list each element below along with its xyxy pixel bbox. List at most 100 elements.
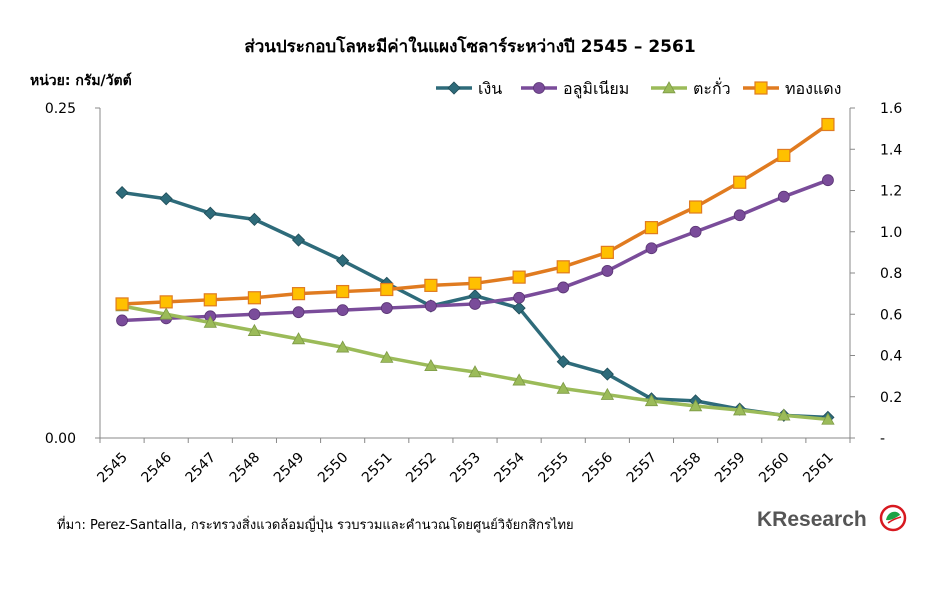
data-point <box>601 265 614 277</box>
data-point <box>424 278 438 292</box>
brand-name: KResearch <box>757 508 867 531</box>
data-point <box>291 287 306 301</box>
data-point <box>336 284 350 299</box>
data-point <box>380 302 393 314</box>
x-tick-label: 2548 <box>227 450 264 487</box>
data-point <box>247 323 262 336</box>
data-point <box>336 304 349 317</box>
data-point <box>203 315 217 328</box>
right-tick-label: 0.8 <box>880 266 902 282</box>
x-tick-label: 2554 <box>491 449 528 486</box>
series-group <box>115 117 835 425</box>
data-point <box>600 245 614 259</box>
x-tick-label: 2556 <box>580 449 617 486</box>
data-point <box>556 355 570 369</box>
data-point <box>688 399 703 412</box>
x-tick-label: 2561 <box>800 450 837 487</box>
legend-marker <box>662 81 676 94</box>
data-point <box>380 350 394 363</box>
data-point <box>645 242 658 255</box>
data-point <box>557 281 570 294</box>
legend-marker <box>447 81 461 95</box>
right-tick-label: - <box>880 431 885 447</box>
right-tick-label: 0.2 <box>880 390 902 406</box>
data-point <box>468 365 482 378</box>
x-tick-label: 2559 <box>712 450 749 487</box>
right-tick-label: 0.4 <box>880 349 902 365</box>
data-point <box>159 307 173 320</box>
x-tick-label: 2546 <box>138 449 175 486</box>
data-point <box>777 190 790 203</box>
chart-title: ส่วนประกอบโลหะมีค่าในแผงโซลาร์ระหว่างปี … <box>244 36 695 57</box>
legend-item: ตะกั่ว <box>651 77 731 98</box>
data-point <box>116 314 128 327</box>
x-tick-label: 2550 <box>315 450 352 487</box>
series-line <box>121 304 829 422</box>
data-point <box>600 367 614 381</box>
data-point <box>556 381 570 394</box>
data-point <box>291 332 306 345</box>
x-tick-label: 2547 <box>183 450 220 487</box>
legend: เงิน อลูมิเนียม ตะกั่ว ทองแดง <box>436 77 841 99</box>
right-axis-ticks: - 0.2 0.4 0.6 0.8 1.0 1.2 1.4 1.6 <box>850 101 902 447</box>
series-4 <box>115 117 835 311</box>
left-tick-label: 0.00 <box>45 431 76 447</box>
data-point <box>822 174 834 187</box>
x-tick-label: 2560 <box>756 450 793 487</box>
data-point <box>821 412 835 425</box>
legend-item: ทองแดง <box>743 79 841 98</box>
data-point <box>203 206 217 220</box>
data-point <box>292 306 305 319</box>
data-point <box>291 233 306 247</box>
right-tick-label: 0.6 <box>880 307 902 323</box>
legend-label: อลูมิเนียม <box>563 79 629 99</box>
x-tick-label: 2557 <box>624 450 661 487</box>
data-point <box>115 185 129 200</box>
data-point <box>424 358 438 372</box>
x-axis-ticks: 2545 2546 2547 2548 2549 2550 2551 2552 2553 2554… <box>94 438 851 487</box>
legend-marker <box>533 82 545 94</box>
data-point <box>689 225 702 238</box>
x-tick-label: 2545 <box>94 450 131 487</box>
right-tick-label: 1.6 <box>880 101 902 117</box>
x-tick-label: 2551 <box>359 450 396 487</box>
data-point <box>247 212 261 226</box>
legend-label: ทองแดง <box>785 79 841 98</box>
right-tick-label: 1.0 <box>880 225 902 241</box>
data-point <box>513 291 526 304</box>
legend-label: ตะกั่ว <box>693 77 731 98</box>
x-tick-label: 2549 <box>271 450 308 487</box>
left-axis-ticks: 0.00 0.25 <box>45 101 100 447</box>
data-point <box>644 221 659 235</box>
data-point <box>336 254 350 268</box>
series-3 <box>115 299 835 425</box>
data-point <box>512 270 526 284</box>
data-point <box>468 276 482 290</box>
x-tick-label: 2552 <box>403 450 440 487</box>
right-tick-label: 1.4 <box>880 142 902 158</box>
data-point <box>688 200 703 214</box>
legend-marker <box>754 81 768 95</box>
data-point <box>335 340 350 353</box>
legend-item: เงิน <box>436 79 502 98</box>
left-tick-label: 0.25 <box>45 101 76 117</box>
data-point <box>821 117 835 132</box>
legend-item: อลูมิเนียม <box>521 79 629 99</box>
data-point <box>733 209 746 222</box>
data-point <box>159 295 173 309</box>
data-point <box>203 293 217 307</box>
x-tick-label: 2553 <box>447 450 484 487</box>
data-point <box>777 408 791 421</box>
legend-label: เงิน <box>478 79 502 98</box>
data-point <box>469 298 481 310</box>
data-point <box>512 373 526 386</box>
x-tick-label: 2555 <box>536 450 573 487</box>
data-point <box>644 394 659 407</box>
data-point <box>733 403 747 416</box>
data-point <box>247 291 262 305</box>
data-point <box>159 192 173 206</box>
data-point <box>115 297 129 311</box>
data-point <box>733 175 747 189</box>
data-point <box>777 148 791 163</box>
